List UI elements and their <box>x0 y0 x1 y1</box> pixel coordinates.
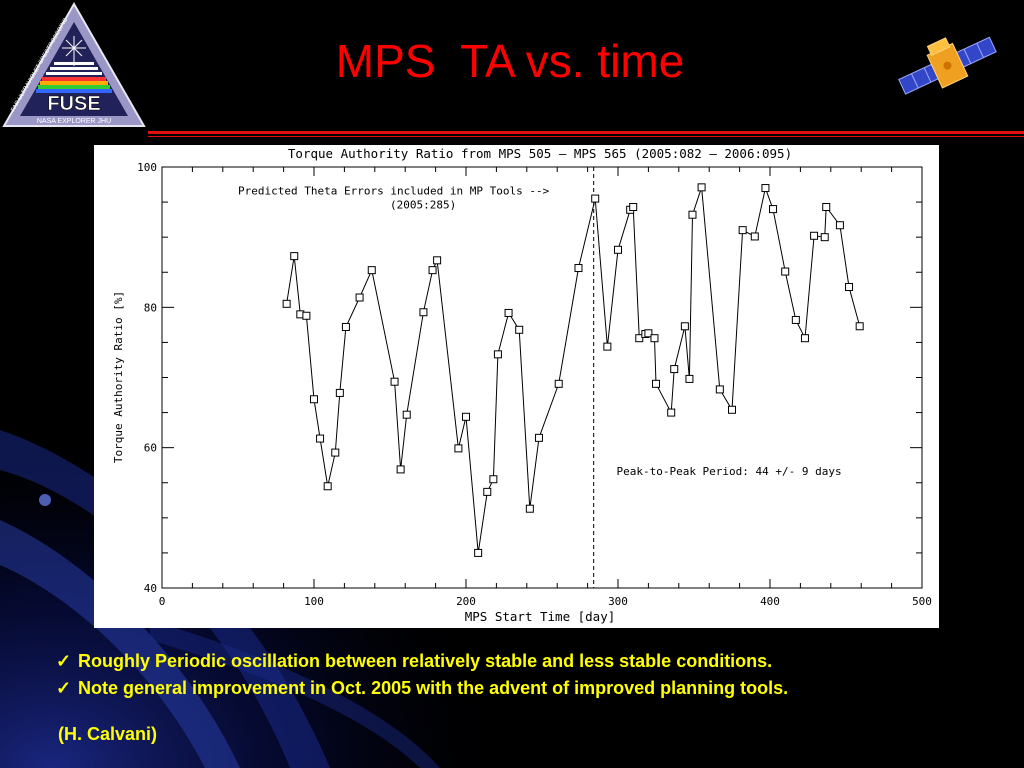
data-point-marker <box>822 202 831 211</box>
data-point-marker <box>680 322 689 331</box>
data-point-marker <box>835 221 844 230</box>
data-point-marker <box>402 410 411 419</box>
bullet-item: ✓ Note general improvement in Oct. 2005 w… <box>56 675 788 702</box>
data-point-marker <box>483 487 492 496</box>
data-point-marker <box>845 282 854 291</box>
data-point-marker <box>454 444 463 453</box>
logo-name: FUSE <box>47 93 100 115</box>
checkmark-icon: ✓ <box>56 651 72 671</box>
y-tick-label: 60 <box>144 442 157 455</box>
data-point-marker <box>614 245 622 254</box>
data-point-marker <box>302 311 311 320</box>
data-point-marker <box>697 183 706 192</box>
data-point-marker <box>650 334 659 343</box>
data-point-marker <box>355 293 364 302</box>
data-point-marker <box>396 465 405 474</box>
y-tick-label: 80 <box>144 301 157 314</box>
x-tick-label: 100 <box>304 595 324 608</box>
data-point-marker <box>750 232 759 241</box>
data-point-marker <box>769 205 778 214</box>
data-point-marker <box>635 334 644 343</box>
bullet-text: Roughly Periodic oscillation between rel… <box>78 651 773 671</box>
data-point-marker <box>419 308 428 317</box>
data-point-marker <box>515 325 524 334</box>
checkmark-icon: ✓ <box>56 678 72 698</box>
data-point-marker <box>282 299 291 308</box>
x-axis-label: MPS Start Time [day] <box>465 609 616 624</box>
data-point-marker <box>428 266 437 275</box>
data-point-marker <box>474 548 483 557</box>
data-point-marker <box>715 385 724 394</box>
bullet-item: ✓ Roughly Periodic oscillation between re… <box>56 648 788 675</box>
chart-panel: Torque Authority Ratio from MPS 505 — MP… <box>94 145 939 628</box>
chart-annotation: (2005:285) <box>390 198 456 211</box>
data-point-marker <box>644 329 653 338</box>
data-point-marker <box>310 395 318 404</box>
data-point-marker <box>855 322 864 331</box>
data-point-marker <box>574 264 583 273</box>
data-point-marker <box>670 365 679 374</box>
data-point-marker <box>603 342 612 351</box>
annotation-layer: Predicted Theta Errors included in MP To… <box>238 184 842 478</box>
title-rule <box>148 131 1024 134</box>
satellite-icon <box>898 36 997 95</box>
bullet-text: Note general improvement in Oct. 2005 wi… <box>78 678 789 698</box>
credit-text: (H. Calvani) <box>58 724 158 744</box>
y-tick-label: 100 <box>137 161 157 174</box>
data-point-marker <box>390 377 399 386</box>
x-tick-label: 0 <box>159 595 166 608</box>
y-axis-label: Torque Authority Ratio [%] <box>112 291 125 463</box>
data-point-marker <box>341 322 350 331</box>
data-point-marker <box>335 388 344 397</box>
data-point-marker <box>367 266 376 275</box>
data-point-marker <box>820 233 829 242</box>
chart-title: Torque Authority Ratio from MPS 505 — MP… <box>288 146 792 161</box>
data-point-marker <box>489 475 498 484</box>
data-point-marker <box>652 379 660 388</box>
bullet-list: ✓ Roughly Periodic oscillation between re… <box>56 648 788 702</box>
series-layer <box>282 183 864 557</box>
data-point-marker <box>316 434 325 443</box>
x-tick-label: 300 <box>608 595 628 608</box>
data-point-marker <box>331 448 340 457</box>
y-tick-label: 40 <box>144 582 157 595</box>
data-point-marker <box>791 315 800 324</box>
data-point-marker <box>728 405 736 414</box>
data-point-marker <box>761 184 770 193</box>
title-rule-thin <box>148 136 1024 137</box>
data-point-marker <box>462 412 470 421</box>
chart-annotation: Predicted Theta Errors included in MP To… <box>238 184 550 197</box>
data-point-marker <box>591 194 600 203</box>
data-point-marker <box>738 226 747 235</box>
series-line <box>286 186 861 553</box>
data-point-marker <box>810 231 819 240</box>
chart-annotation: Peak-to-Peak Period: 44 +/- 9 days <box>616 465 841 478</box>
data-point-marker <box>493 350 502 359</box>
data-point-marker <box>629 202 638 211</box>
data-point-marker <box>525 504 534 513</box>
data-point-marker <box>290 252 299 261</box>
x-tick-label: 400 <box>760 595 780 608</box>
plot-frame <box>161 166 923 589</box>
data-point-marker <box>433 256 442 265</box>
data-point-marker <box>688 210 697 219</box>
data-point-marker <box>800 334 809 343</box>
torque-authority-chart: Torque Authority Ratio from MPS 505 — MP… <box>112 146 932 624</box>
axis-ticks: 0 100 200 300 400 500 40 60 80 100 <box>137 161 932 608</box>
data-point-marker <box>534 433 543 442</box>
x-tick-label: 500 <box>912 595 932 608</box>
x-tick-label: 200 <box>456 595 476 608</box>
data-point-marker <box>781 267 790 276</box>
slide-title: MPS TA vs. time <box>335 35 685 87</box>
data-point-marker <box>685 374 694 383</box>
fuse-logo: FUSE NASA EXPLORER JHU FAR ULTRAVIOLET S… <box>2 1 146 127</box>
data-point-marker <box>323 482 332 491</box>
data-point-marker <box>554 379 563 388</box>
logo-bottom-text: NASA EXPLORER JHU <box>37 118 111 125</box>
data-point-marker <box>667 408 676 417</box>
data-point-marker <box>504 308 513 317</box>
